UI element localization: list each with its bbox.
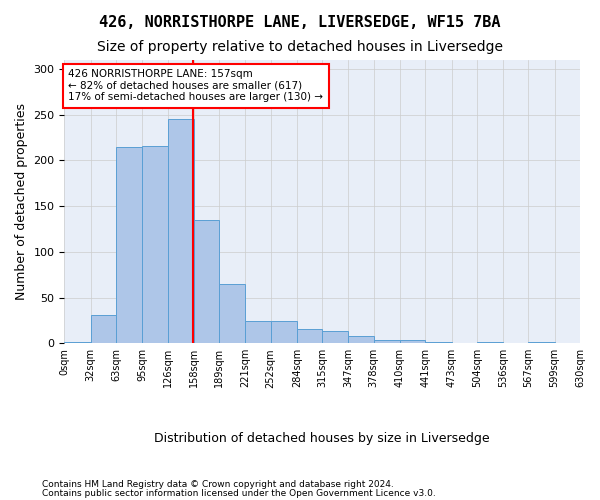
Bar [194,220,219,343]
Bar [167,120,194,343]
Bar [374,340,400,343]
Bar [219,284,245,343]
Text: 426, NORRISTHORPE LANE, LIVERSEDGE, WF15 7BA: 426, NORRISTHORPE LANE, LIVERSEDGE, WF15… [99,15,501,30]
Bar [322,332,349,343]
Bar [529,342,554,343]
Y-axis label: Number of detached properties: Number of detached properties [15,103,28,300]
Bar [580,342,600,343]
Bar [271,322,297,343]
Text: Size of property relative to detached houses in Liversedge: Size of property relative to detached ho… [97,40,503,54]
Bar [116,147,142,343]
Bar [142,146,167,343]
Bar [64,342,91,343]
Text: Contains HM Land Registry data © Crown copyright and database right 2024.: Contains HM Land Registry data © Crown c… [42,480,394,489]
X-axis label: Distribution of detached houses by size in Liversedge: Distribution of detached houses by size … [154,432,490,445]
Text: 426 NORRISTHORPE LANE: 157sqm
← 82% of detached houses are smaller (617)
17% of : 426 NORRISTHORPE LANE: 157sqm ← 82% of d… [68,69,323,102]
Bar [400,340,425,343]
Bar [91,315,116,343]
Bar [477,342,503,343]
Bar [297,328,322,343]
Bar [349,336,374,343]
Text: Contains public sector information licensed under the Open Government Licence v3: Contains public sector information licen… [42,488,436,498]
Bar [425,342,452,343]
Bar [245,322,271,343]
